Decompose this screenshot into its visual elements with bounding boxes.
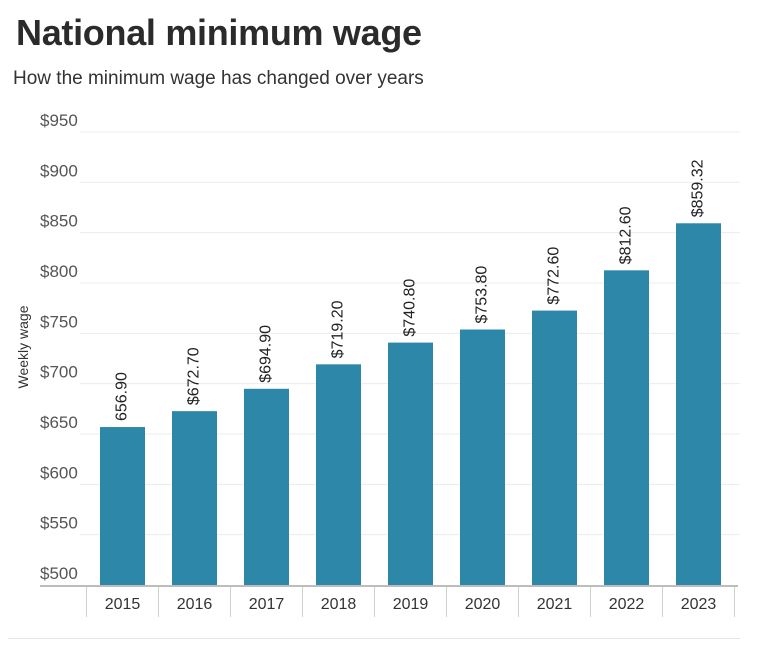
x-tick-label: 2016 <box>177 596 213 613</box>
data-label: $812.60 <box>618 206 635 264</box>
chart-subtitle: How the minimum wage has changed over ye… <box>13 68 424 89</box>
y-tick-label: $800 <box>40 262 78 281</box>
data-label: $740.80 <box>402 279 419 337</box>
y-tick-label: $500 <box>40 564 78 583</box>
bar <box>388 342 433 585</box>
bar <box>460 329 505 585</box>
bar <box>604 270 649 585</box>
bar <box>676 223 721 585</box>
x-tick-label: 2018 <box>321 596 357 613</box>
chart-title: National minimum wage <box>16 12 422 53</box>
y-tick-label: $950 <box>40 111 78 130</box>
y-tick-label: $600 <box>40 463 78 482</box>
y-tick-label: $550 <box>40 514 78 533</box>
x-tick-label: 2022 <box>609 596 645 613</box>
y-tick-label: $700 <box>40 363 78 382</box>
bottom-divider <box>8 638 740 639</box>
data-label: $859.32 <box>690 159 707 217</box>
data-label: $694.90 <box>258 325 275 383</box>
x-tick-label: 2020 <box>465 596 501 613</box>
x-tick-label: 2021 <box>537 596 573 613</box>
x-tick-label: 2017 <box>249 596 285 613</box>
x-tick-label: 2015 <box>105 596 141 613</box>
y-tick-label: $650 <box>40 413 78 432</box>
data-label: $672.70 <box>186 347 203 405</box>
y-tick-label: $750 <box>40 312 78 331</box>
data-label: $772.60 <box>546 247 563 305</box>
data-label: $753.80 <box>474 266 491 324</box>
y-axis-label: Weekly wage <box>15 305 31 388</box>
bar <box>532 310 577 585</box>
y-tick-label: $850 <box>40 212 78 231</box>
bar <box>244 388 289 585</box>
bar <box>172 411 217 585</box>
x-tick-label: 2023 <box>681 596 717 613</box>
data-label: 656.90 <box>114 372 131 421</box>
data-label: $719.20 <box>330 300 347 358</box>
bar <box>316 364 361 585</box>
bar <box>100 427 145 585</box>
x-tick-label: 2019 <box>393 596 429 613</box>
y-tick-label: $900 <box>40 161 78 180</box>
